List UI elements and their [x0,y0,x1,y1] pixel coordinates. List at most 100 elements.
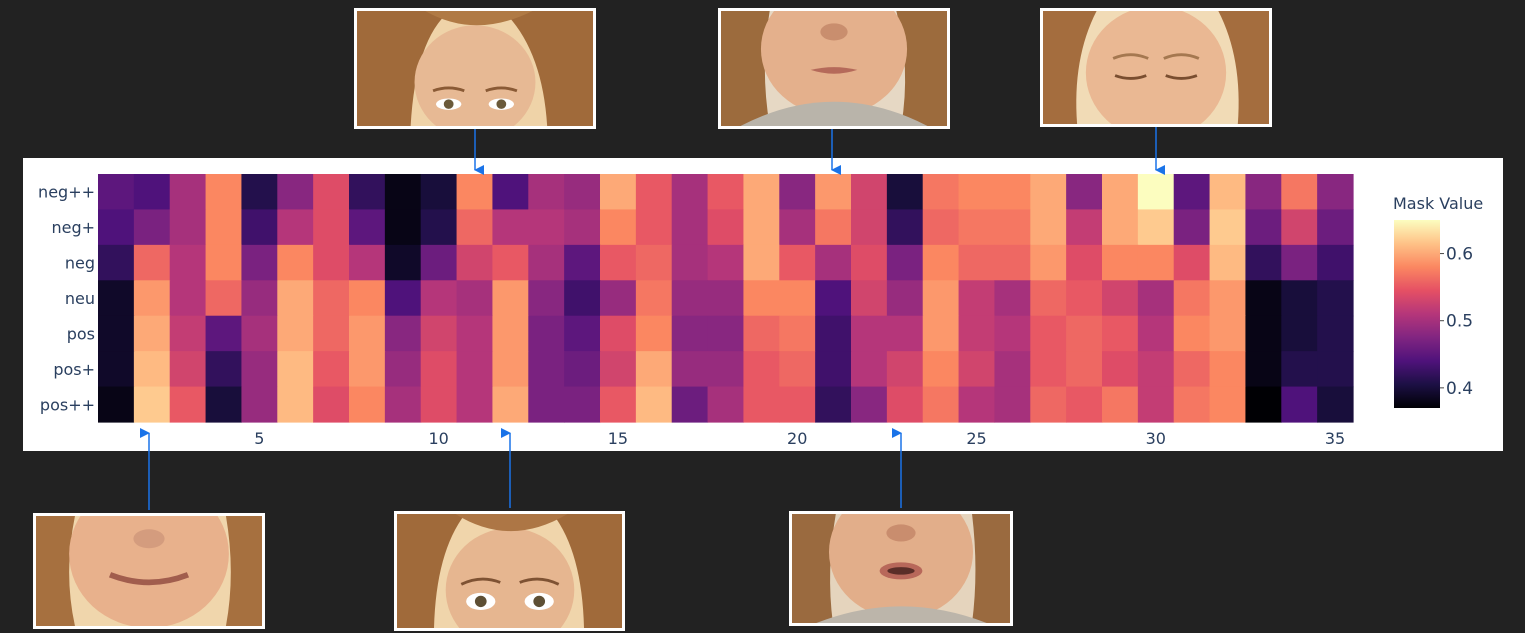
heatmap-cell [743,280,780,317]
heatmap-cell [958,209,996,246]
x-tick-label: 20 [787,429,807,448]
heatmap-cell [1066,351,1103,388]
heatmap-cell [1173,244,1211,281]
heatmap-cell [456,351,494,388]
heatmap-cell [922,386,960,423]
heatmap-cell [922,280,960,317]
heatmap-cell [564,386,601,423]
heatmap-cell [241,174,278,211]
heatmap-cell [1317,315,1354,352]
heatmap-cell [779,174,816,211]
row-labels: neg++ neg+ neg neu pos pos+ pos++ [38,183,95,415]
heatmap-cell [1030,174,1067,211]
heatmap-cell [133,351,171,388]
heatmap-cell [1102,280,1139,317]
heatmap-cell [958,174,996,211]
heatmap-cell [492,351,529,388]
heatmap-cell [528,209,565,246]
row-label: neg++ [38,183,95,202]
heatmap-cell [994,174,1031,211]
heatmap-cell [169,351,207,388]
heatmap-cell [1245,351,1282,388]
row-label: neg+ [51,218,95,237]
heatmap-cell [313,386,350,423]
heatmap-cell [779,386,816,423]
heatmap-cell [241,209,278,246]
heatmap-cell [169,280,207,317]
heatmap-cell [456,386,494,423]
heatmap-cell [564,209,601,246]
heatmap-cell [635,209,673,246]
heatmap-cell [528,315,565,352]
heatmap-cell [743,244,780,281]
heatmap-cell [169,244,207,281]
heatmap-cell [1209,244,1247,281]
heatmap-cell [98,244,135,281]
heatmap-cell [133,209,171,246]
heatmap-cell [1281,315,1318,352]
heatmap-cell [1173,386,1211,423]
heatmap-cell [1030,244,1067,281]
heatmap-cell [1173,315,1211,352]
heatmap-cell [1317,386,1354,423]
heatmap-cell [313,280,350,317]
heatmap-cell [922,244,960,281]
heatmap-cell [1102,351,1139,388]
heatmap-cell [743,386,780,423]
heatmap-cell [743,351,780,388]
heatmap-cell [313,244,350,281]
heatmap-cell [600,280,637,317]
row-label: neg [65,254,95,273]
heatmap-cell [1030,351,1067,388]
heatmap-cell [169,315,207,352]
heatmap-cell [1137,174,1175,211]
heatmap-cells [98,174,1354,423]
heatmap-cell [384,209,422,246]
colorbar-tick-label: 0.5 [1446,312,1473,332]
heatmap-cell [241,386,278,423]
heatmap-cell [313,315,350,352]
heatmap-cell [994,351,1031,388]
face-image-eyes-closed [1040,8,1272,127]
heatmap-cell [600,351,637,388]
colorbar-gradient [1394,220,1440,408]
heatmap-cell [313,351,350,388]
heatmap-cell [277,280,314,317]
heatmap-cell [851,209,888,246]
heatmap-cell [922,315,960,352]
heatmap-cell [1173,280,1211,317]
heatmap-cell [420,280,458,317]
heatmap-cell [1030,209,1067,246]
heatmap-cell [851,315,888,352]
heatmap-cell [564,315,601,352]
heatmap-cell [1245,174,1282,211]
heatmap-cell [277,351,314,388]
heatmap-cell [1066,280,1103,317]
face-image-mouth-down [718,8,950,129]
heatmap-cell [277,386,314,423]
heatmap-cell [671,280,709,317]
heatmap-cell [349,244,386,281]
heatmap-cell [492,315,529,352]
heatmap-cell [743,174,780,211]
heatmap-cell [1209,209,1247,246]
heatmap-cell [671,351,709,388]
heatmap-cell [815,174,852,211]
heatmap-cell [1102,386,1139,423]
heatmap-cell [1317,174,1354,211]
heatmap-cell [958,244,996,281]
face-image-mouth-open [789,511,1013,626]
heatmap-cell [707,209,745,246]
heatmap-cell [456,174,494,211]
heatmap-cell [707,386,745,423]
heatmap-cell [1137,280,1175,317]
heatmap-cell [886,174,924,211]
heatmap-cell [1281,244,1318,281]
heatmap-cell [349,209,386,246]
heatmap-cell [600,315,637,352]
heatmap-cell [779,351,816,388]
heatmap-cell [1102,244,1139,281]
heatmap-cell [707,244,745,281]
heatmap-cell [1281,386,1318,423]
heatmap-chart: neg++ neg+ neg neu pos pos+ pos++ 5 10 15 20 25 30 3… [38,174,1483,448]
